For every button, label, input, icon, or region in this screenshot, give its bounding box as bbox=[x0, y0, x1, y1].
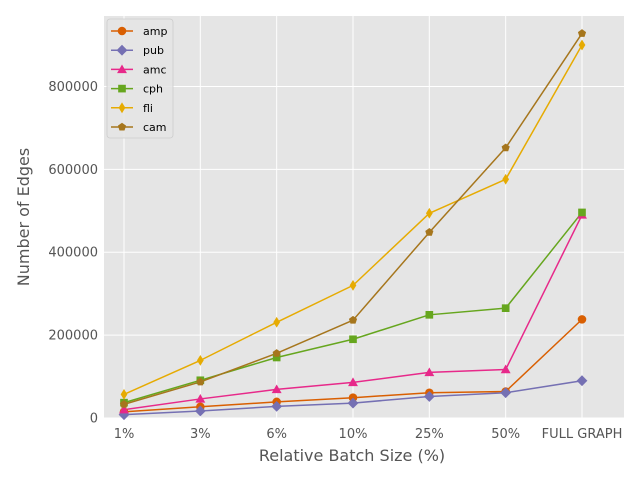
x-tick-label: 6% bbox=[266, 427, 287, 442]
legend-label-fli: fli bbox=[143, 102, 153, 115]
legend-label-cph: cph bbox=[143, 83, 163, 96]
y-tick-label: 0 bbox=[90, 412, 98, 427]
legend: amp pub amc cph fli cam bbox=[106, 18, 174, 139]
x-axis-label: Relative Batch Size (%) bbox=[259, 446, 445, 465]
legend-marker-cph bbox=[118, 84, 126, 93]
data-point-fli bbox=[196, 354, 204, 366]
data-point-cph bbox=[578, 208, 586, 217]
data-point-amc bbox=[271, 384, 282, 394]
data-point-fli bbox=[425, 207, 433, 219]
legend-label-cam: cam bbox=[143, 121, 167, 134]
data-point-amc bbox=[195, 393, 206, 403]
y-tick-label: 400000 bbox=[48, 246, 98, 261]
series-markers bbox=[118, 29, 588, 421]
legend-label-amp: amp bbox=[143, 25, 167, 38]
data-point-pub bbox=[271, 400, 283, 412]
x-tick-label: 10% bbox=[339, 427, 368, 442]
data-point-cph bbox=[349, 335, 357, 344]
data-point-cph bbox=[425, 310, 434, 319]
data-point-pub bbox=[194, 405, 206, 417]
x-tick-labels: 1% 3% 6% 10% 25% 50% FULL GRAPH bbox=[114, 427, 623, 442]
x-tick-label: FULL GRAPH bbox=[542, 427, 623, 442]
y-tick-labels: 0 200000 400000 600000 800000 bbox=[48, 80, 98, 427]
data-point-cam bbox=[501, 143, 510, 152]
data-point-pub bbox=[423, 391, 435, 402]
x-tick-label: 50% bbox=[491, 427, 520, 442]
legend-label-amc: amc bbox=[143, 63, 167, 76]
data-point-fli bbox=[273, 316, 281, 328]
legend-marker-amp bbox=[117, 26, 127, 36]
legend-marker-fli bbox=[118, 102, 126, 114]
data-point-amc bbox=[119, 404, 129, 414]
x-tick-label: 25% bbox=[415, 427, 444, 442]
data-point-amp bbox=[577, 315, 587, 324]
data-point-cam bbox=[196, 377, 205, 386]
data-point-amc bbox=[348, 377, 358, 387]
y-tick-label: 200000 bbox=[48, 329, 98, 344]
data-point-cam bbox=[348, 315, 358, 324]
y-axis-label: Number of Edges bbox=[14, 148, 33, 286]
legend-label-pub: pub bbox=[143, 44, 164, 57]
data-point-pub bbox=[576, 375, 588, 387]
data-point-amc bbox=[500, 364, 511, 374]
data-point-pub bbox=[347, 397, 359, 409]
data-point-fli bbox=[578, 39, 586, 51]
x-tick-label: 3% bbox=[190, 427, 211, 442]
x-tick-label: 1% bbox=[114, 427, 135, 442]
legend-marker-pub bbox=[116, 44, 128, 56]
data-point-fli bbox=[120, 388, 128, 400]
data-point-amc bbox=[424, 367, 435, 377]
data-point-cph bbox=[501, 304, 510, 313]
data-point-cph bbox=[272, 353, 281, 362]
data-point-cam bbox=[119, 400, 129, 408]
data-point-cam bbox=[425, 228, 434, 236]
data-point-fli bbox=[502, 173, 510, 185]
data-point-cam bbox=[272, 349, 281, 357]
data-point-cam bbox=[577, 29, 587, 37]
y-tick-label: 800000 bbox=[48, 80, 98, 95]
data-point-fli bbox=[349, 279, 357, 291]
legend-marker-cam bbox=[117, 122, 127, 131]
plot-background bbox=[104, 16, 624, 418]
data-point-pub bbox=[500, 387, 512, 399]
legend-marker-amc bbox=[117, 64, 127, 74]
y-tick-label: 600000 bbox=[48, 163, 98, 178]
